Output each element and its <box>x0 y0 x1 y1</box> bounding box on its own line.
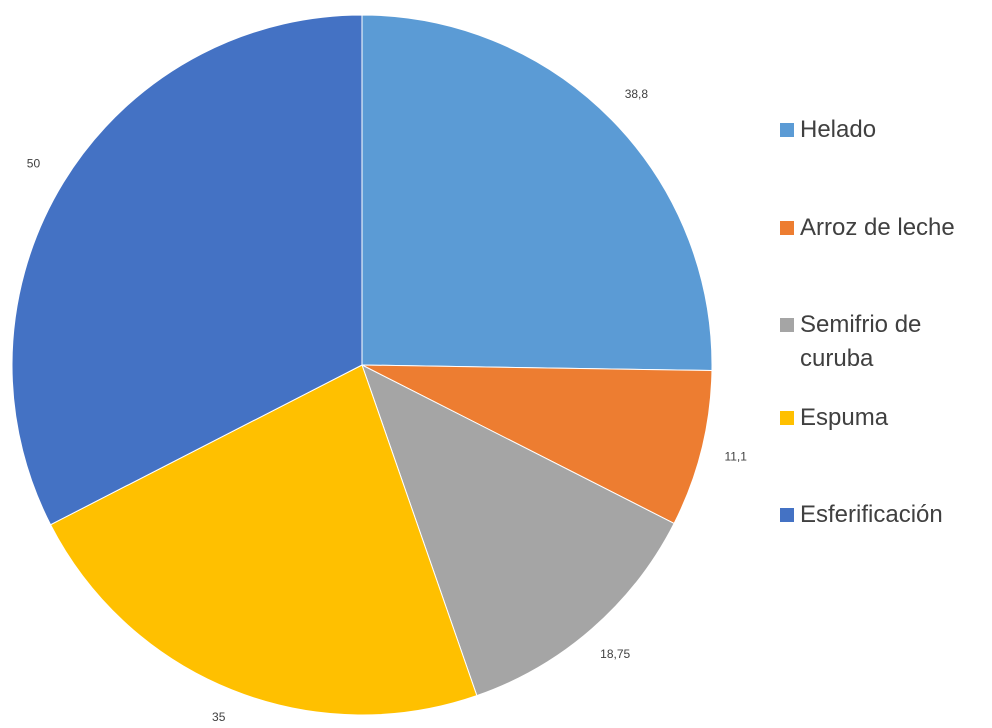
pie-slice <box>49 364 478 716</box>
legend-swatch <box>780 411 794 425</box>
legend-swatch <box>780 123 794 137</box>
legend-item: Espuma <box>780 401 985 435</box>
data-label: 35 <box>212 710 226 724</box>
legend-swatch <box>780 318 794 332</box>
pie-slice <box>361 363 675 697</box>
data-label: 11,1 <box>724 450 747 464</box>
pie-slice <box>361 14 713 372</box>
legend-item: Helado <box>780 113 985 147</box>
data-label: 18,75 <box>600 647 630 661</box>
data-label: 38,8 <box>625 87 649 101</box>
pie-slice <box>11 14 363 526</box>
legend-label: Semifrio de curuba <box>800 311 922 372</box>
legend-label: Helado <box>800 116 877 143</box>
legend-item: Arroz de leche <box>780 211 985 245</box>
legend-label: Esferificación <box>800 501 943 528</box>
legend-swatch <box>780 221 794 235</box>
data-label: 50 <box>27 156 41 170</box>
legend-item: Semifrio de curuba <box>780 308 985 376</box>
pie-slice <box>361 364 713 525</box>
legend-label: Arroz de leche <box>800 214 955 241</box>
legend-item: Esferificación <box>780 498 985 532</box>
legend-label: Espuma <box>800 404 889 431</box>
legend-swatch <box>780 508 794 522</box>
